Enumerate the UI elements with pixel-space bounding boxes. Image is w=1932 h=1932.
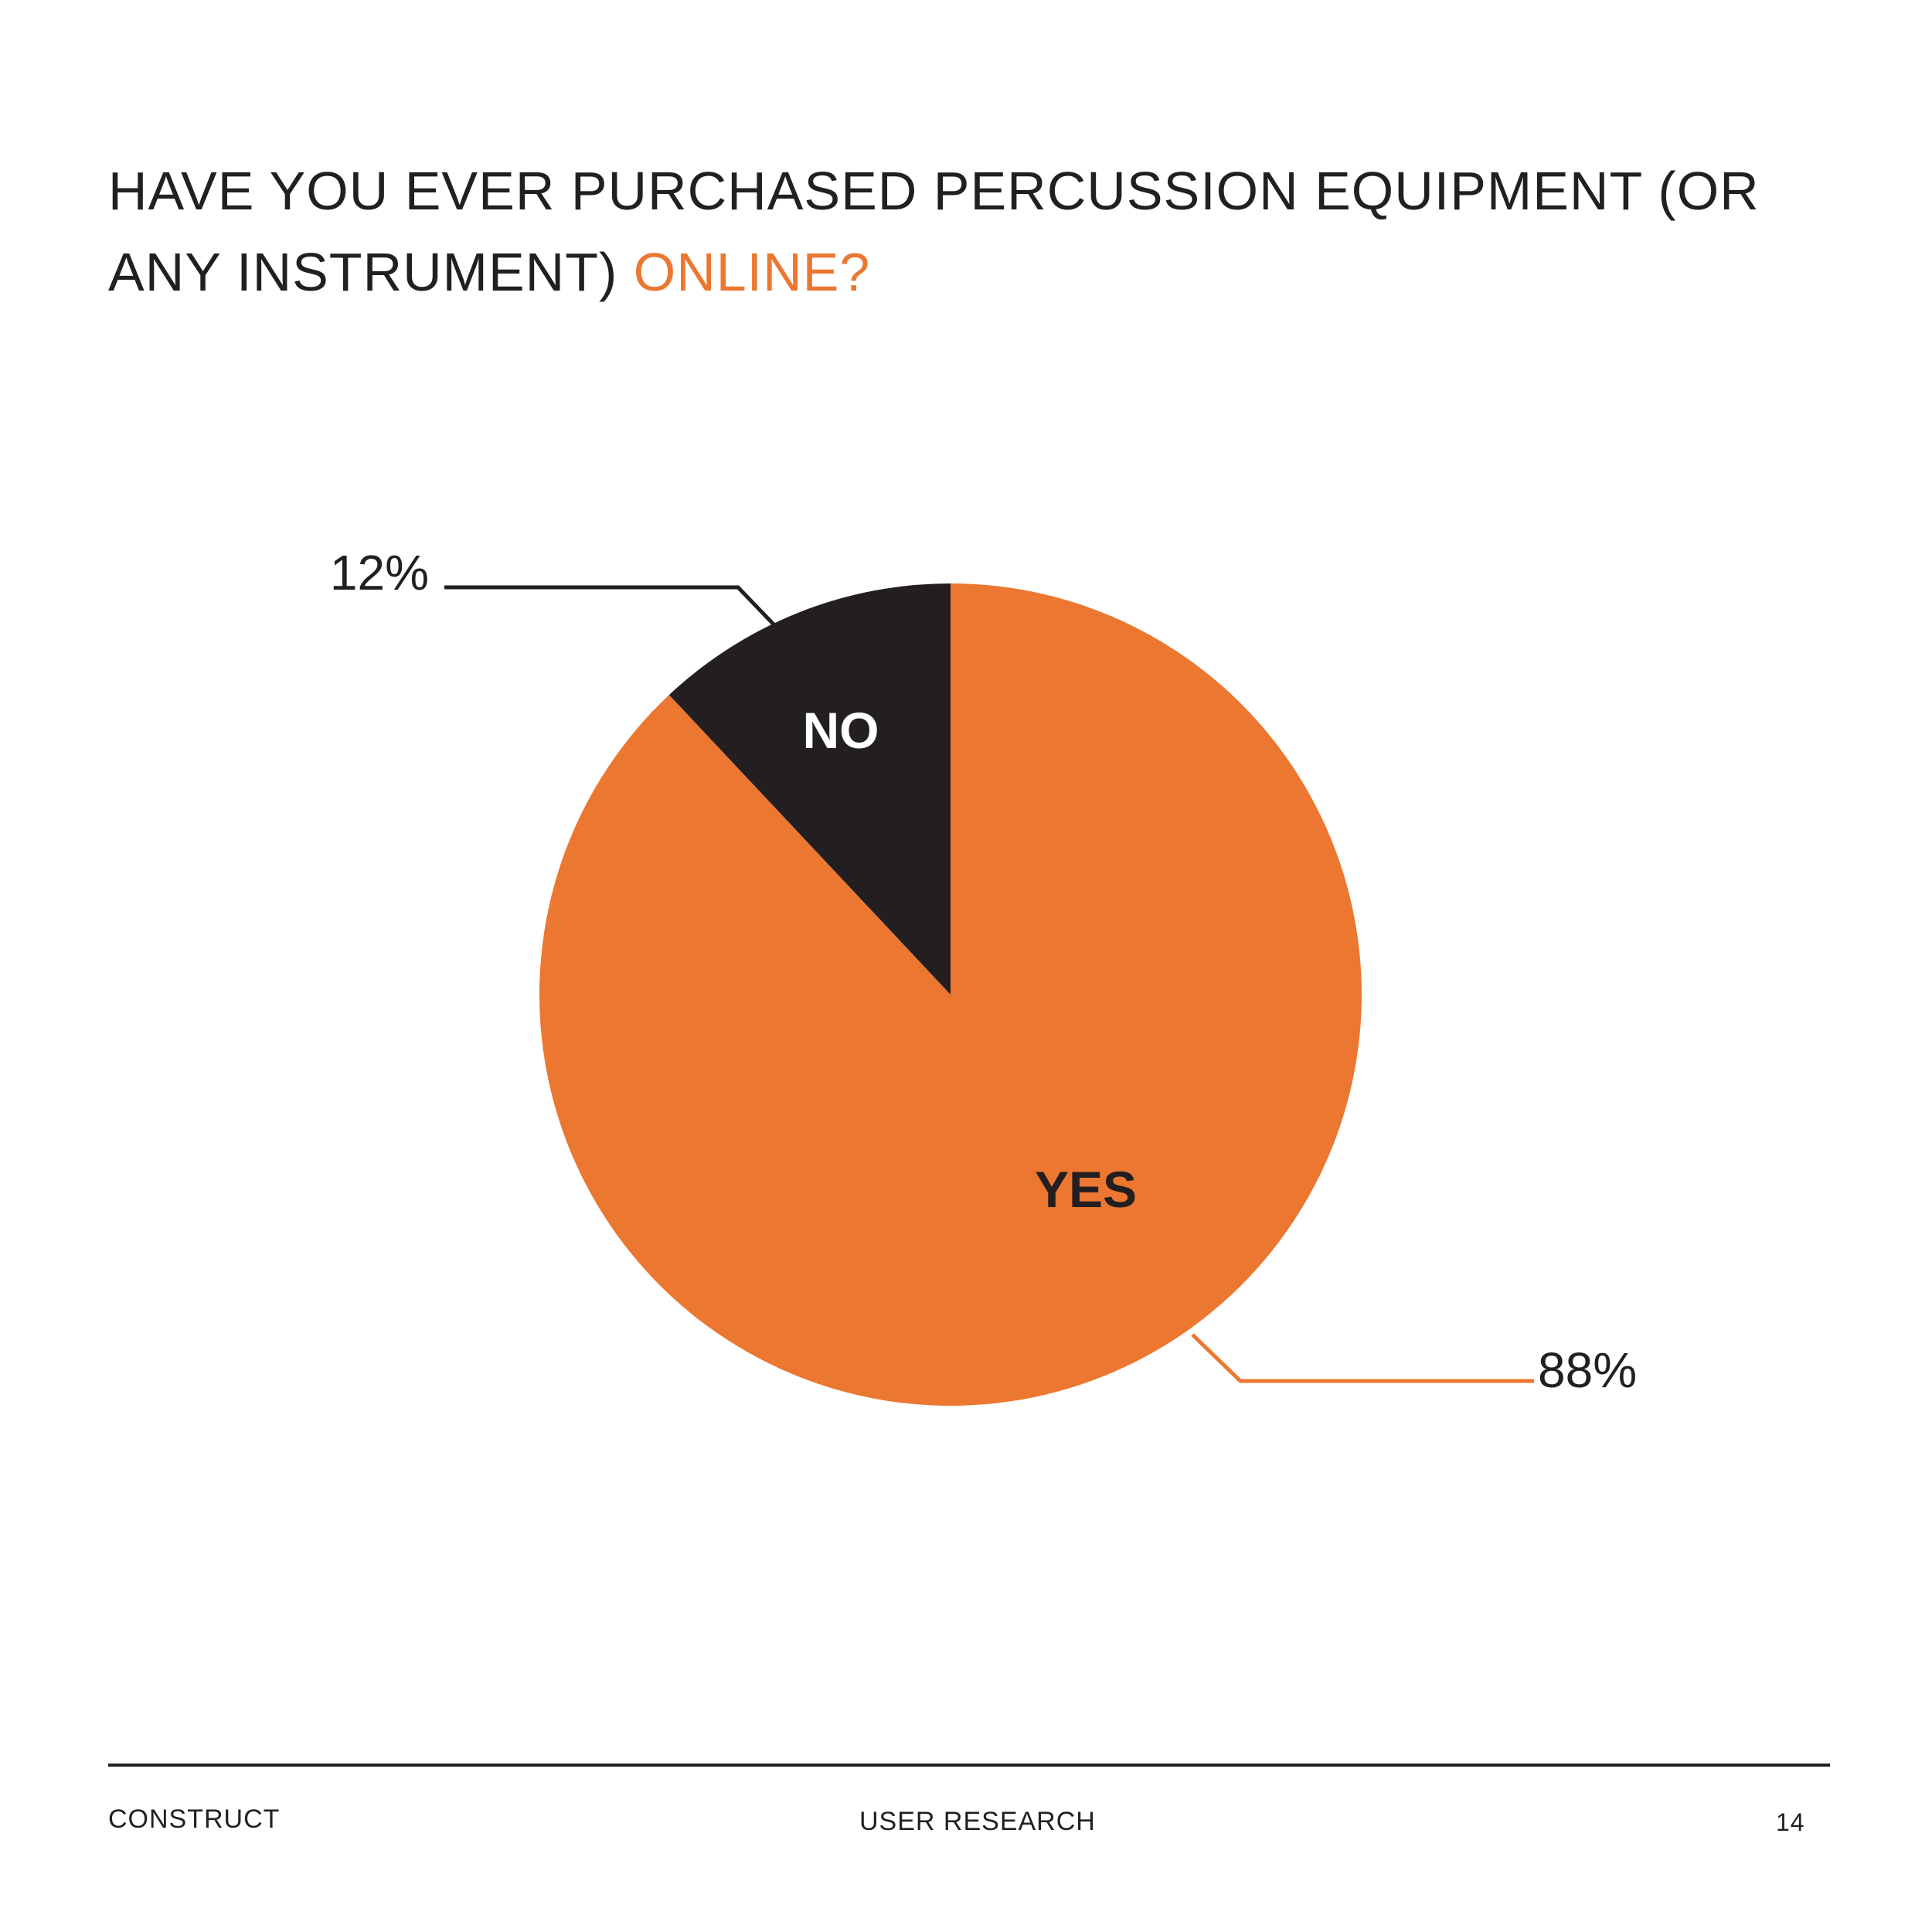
footer-divider (108, 1764, 1830, 1767)
footer-section: USER RESEARCH (859, 1807, 1096, 1836)
value-label-no: 12% (330, 545, 429, 600)
value-label-yes: 88% (1538, 1342, 1637, 1398)
slice-label-no: NO (803, 702, 879, 759)
page-title: HAVE YOU EVER PURCHASED PERCUSSION EQUIP… (108, 151, 1855, 313)
leader-line-yes (1191, 1333, 1534, 1383)
pie-slice-no (668, 583, 951, 995)
leader-line-no (444, 585, 778, 629)
page-number: 14 (1776, 1808, 1805, 1836)
footer-brand: CONSTRUCT (108, 1804, 281, 1834)
title-accent-text: ONLINE? (633, 242, 871, 302)
title-main-text: HAVE YOU EVER PURCHASED PERCUSSION EQUIP… (108, 161, 1760, 302)
slice-label-yes: YES (1035, 1161, 1137, 1218)
